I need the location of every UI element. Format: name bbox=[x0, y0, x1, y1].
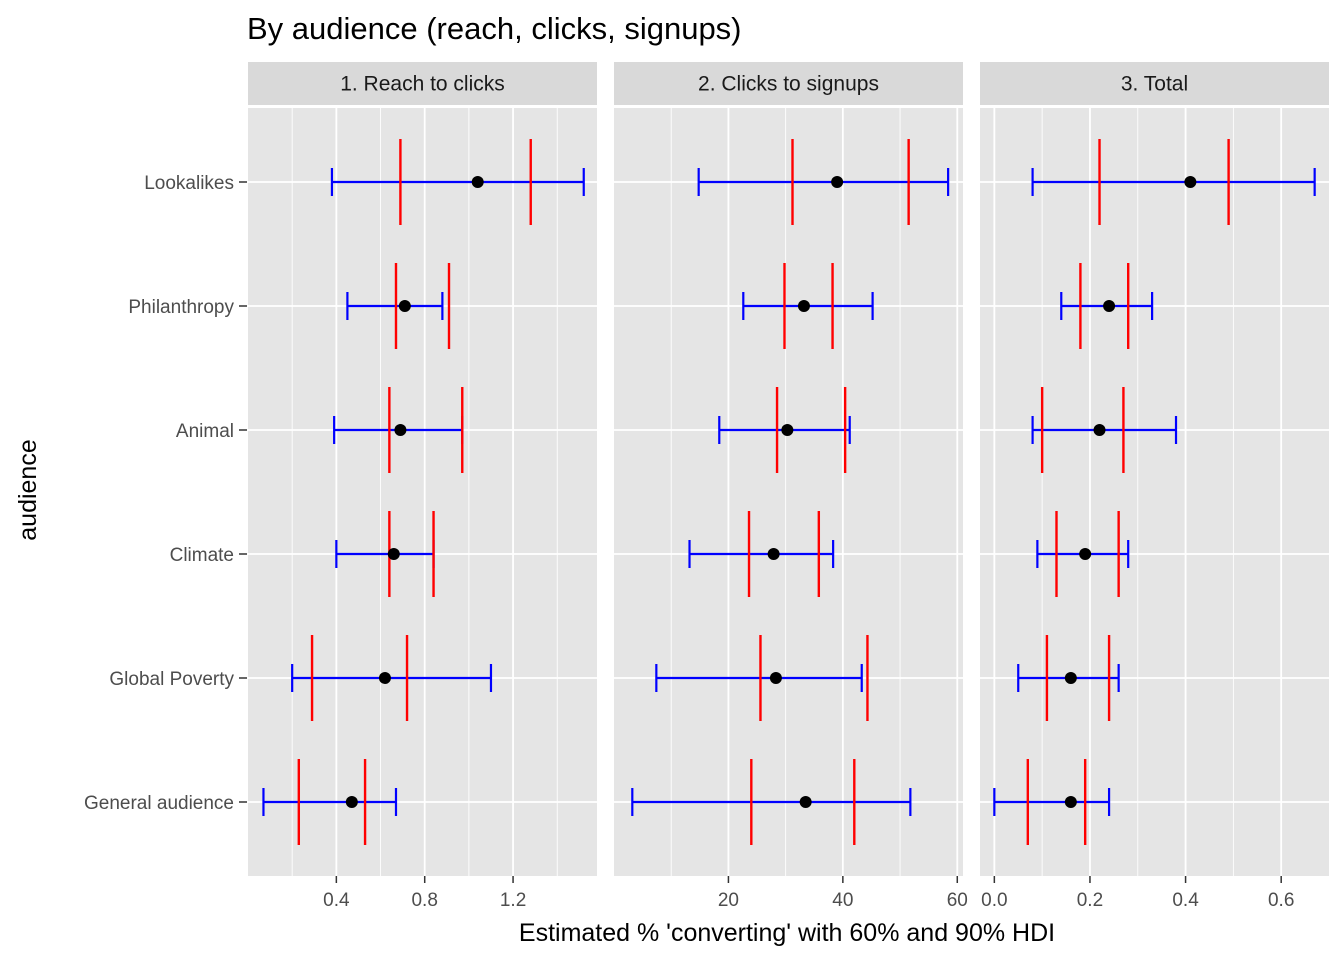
point-estimate bbox=[1093, 424, 1106, 436]
errorbar-row bbox=[697, 139, 950, 225]
x-tick-label: 0.4 bbox=[323, 890, 350, 911]
panel-background bbox=[980, 108, 1329, 876]
facet-strip bbox=[248, 62, 597, 105]
errorbar-row bbox=[333, 387, 464, 473]
x-tick-label: 40 bbox=[832, 890, 853, 911]
y-tick-label: Climate bbox=[170, 545, 234, 566]
panel-background bbox=[248, 108, 597, 876]
errorbar-row bbox=[742, 263, 874, 349]
facet-strip bbox=[614, 62, 963, 105]
errorbar-row bbox=[346, 263, 451, 349]
point-estimate bbox=[1064, 672, 1077, 684]
x-tick-label: 0.4 bbox=[1172, 890, 1199, 911]
x-tick-label: 1.2 bbox=[500, 890, 526, 911]
point-estimate bbox=[797, 300, 810, 312]
x-axis-title: Estimated % 'converting' with 60% and 90… bbox=[519, 919, 1055, 947]
facet-panel: 2. Clicks to signups 20 40 60 bbox=[614, 62, 968, 911]
facet-strip bbox=[980, 62, 1329, 105]
point-estimate bbox=[387, 548, 400, 560]
y-axis-title: audience bbox=[14, 439, 42, 540]
y-tick-label: Global Poverty bbox=[109, 669, 234, 690]
x-tick-label: 20 bbox=[718, 890, 739, 911]
errorbar-row bbox=[1031, 139, 1316, 225]
errorbar-row bbox=[335, 511, 435, 597]
errorbar-row bbox=[291, 635, 493, 721]
point-estimate bbox=[1103, 300, 1116, 312]
errorbar-row bbox=[330, 139, 585, 225]
x-tick-label: 0.8 bbox=[411, 890, 437, 911]
x-tick-label: 0.0 bbox=[981, 890, 1007, 911]
x-tick-label: 60 bbox=[947, 890, 968, 911]
errorbar-row bbox=[655, 635, 869, 721]
chart-title: By audience (reach, clicks, signups) bbox=[247, 11, 742, 46]
panel-background bbox=[614, 108, 963, 876]
point-estimate bbox=[394, 424, 407, 436]
point-estimate bbox=[767, 548, 780, 560]
point-estimate bbox=[471, 176, 484, 188]
point-estimate bbox=[378, 672, 391, 684]
facet-strip-label: 2. Clicks to signups bbox=[698, 73, 879, 96]
y-tick-label: Animal bbox=[176, 421, 234, 442]
facet-panels: 1. Reach to clicks 0.4 0.8 1.2 2. Clicks to … bbox=[248, 62, 1329, 911]
facet-strip-label: 1. Reach to clicks bbox=[340, 73, 505, 96]
errorbar-row bbox=[688, 511, 835, 597]
y-axis-labels: Lookalikes Philanthropy Animal Climate Globa… bbox=[84, 173, 247, 814]
facet-strip-label: 3. Total bbox=[1121, 73, 1188, 96]
point-estimate bbox=[345, 796, 358, 808]
y-tick-label: Philanthropy bbox=[128, 297, 234, 318]
errorbar-row bbox=[262, 759, 398, 845]
errorbar-row bbox=[993, 759, 1111, 845]
errorbar-row bbox=[1036, 511, 1130, 597]
point-estimate bbox=[769, 672, 782, 684]
point-estimate bbox=[831, 176, 844, 188]
point-estimate bbox=[1184, 176, 1197, 188]
facet-panel: 1. Reach to clicks 0.4 0.8 1.2 bbox=[248, 62, 597, 911]
point-estimate bbox=[799, 796, 812, 808]
errorbar-row bbox=[1017, 635, 1120, 721]
y-tick-label: Lookalikes bbox=[144, 173, 234, 194]
point-estimate bbox=[398, 300, 411, 312]
x-tick-label: 0.2 bbox=[1077, 890, 1103, 911]
errorbar-row bbox=[631, 759, 912, 845]
point-estimate bbox=[1064, 796, 1077, 808]
errorbar-row bbox=[1031, 387, 1178, 473]
x-tick-label: 0.6 bbox=[1268, 890, 1294, 911]
y-tick-label: General audience bbox=[84, 793, 234, 814]
point-estimate bbox=[1079, 548, 1092, 560]
errorbar-row bbox=[718, 387, 851, 473]
errorbar-row bbox=[1060, 263, 1154, 349]
point-estimate bbox=[781, 424, 794, 436]
facet-panel: 3. Total 0.0 0.2 0.4 0.6 bbox=[980, 62, 1329, 911]
